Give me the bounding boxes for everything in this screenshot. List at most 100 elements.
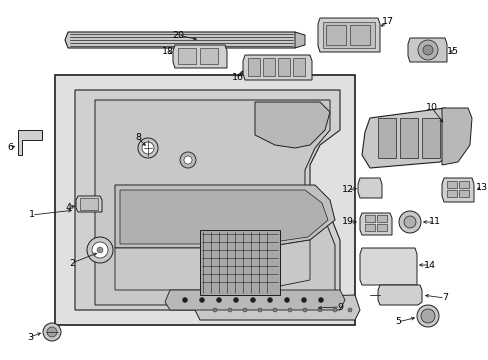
Bar xyxy=(364,215,374,222)
Polygon shape xyxy=(317,18,379,52)
Text: 11: 11 xyxy=(428,217,440,226)
Bar xyxy=(446,181,456,188)
Polygon shape xyxy=(75,90,339,310)
Polygon shape xyxy=(407,38,446,62)
Polygon shape xyxy=(359,213,391,235)
Bar xyxy=(247,58,260,76)
Text: 17: 17 xyxy=(381,18,393,27)
Circle shape xyxy=(97,247,103,253)
Circle shape xyxy=(142,142,154,154)
Bar xyxy=(55,75,354,325)
Text: 2: 2 xyxy=(69,258,75,267)
Bar xyxy=(458,181,468,188)
Polygon shape xyxy=(243,55,311,80)
Circle shape xyxy=(301,297,306,302)
Circle shape xyxy=(318,297,323,302)
Polygon shape xyxy=(173,45,226,68)
Bar xyxy=(377,118,395,158)
Bar xyxy=(325,25,346,45)
Text: 12: 12 xyxy=(341,185,353,194)
Text: 16: 16 xyxy=(231,73,244,82)
Text: 13: 13 xyxy=(475,184,487,193)
Bar xyxy=(200,48,218,64)
Polygon shape xyxy=(441,178,473,202)
Circle shape xyxy=(213,308,217,312)
Circle shape xyxy=(47,327,57,337)
Circle shape xyxy=(250,297,255,302)
Circle shape xyxy=(317,308,321,312)
Circle shape xyxy=(216,297,221,302)
Circle shape xyxy=(416,305,438,327)
Polygon shape xyxy=(195,295,359,320)
Polygon shape xyxy=(254,102,329,148)
Circle shape xyxy=(243,308,246,312)
Text: 1: 1 xyxy=(29,211,35,220)
Text: 19: 19 xyxy=(341,217,353,226)
Polygon shape xyxy=(294,32,305,48)
Bar xyxy=(200,230,280,295)
Circle shape xyxy=(422,45,432,55)
Circle shape xyxy=(227,308,231,312)
Polygon shape xyxy=(76,196,102,212)
Circle shape xyxy=(272,308,276,312)
Bar xyxy=(399,118,417,158)
Text: 20: 20 xyxy=(172,31,183,40)
Text: 8: 8 xyxy=(135,134,141,143)
Bar xyxy=(376,215,386,222)
Bar xyxy=(458,190,468,197)
Polygon shape xyxy=(361,108,459,168)
Circle shape xyxy=(92,242,108,258)
Text: 18: 18 xyxy=(162,48,174,57)
Circle shape xyxy=(258,308,262,312)
Text: 10: 10 xyxy=(425,104,437,112)
Polygon shape xyxy=(164,290,345,310)
Polygon shape xyxy=(377,285,421,305)
Bar xyxy=(323,22,374,48)
Circle shape xyxy=(183,156,192,164)
Bar xyxy=(292,58,305,76)
Bar xyxy=(446,190,456,197)
Bar xyxy=(376,224,386,231)
Bar xyxy=(421,118,439,158)
Bar xyxy=(80,198,98,210)
Bar xyxy=(364,224,374,231)
Bar xyxy=(263,58,274,76)
Text: 4: 4 xyxy=(65,203,71,212)
Circle shape xyxy=(398,211,420,233)
Circle shape xyxy=(180,152,196,168)
Circle shape xyxy=(287,308,291,312)
Text: 9: 9 xyxy=(336,302,342,311)
Circle shape xyxy=(182,297,187,302)
Bar xyxy=(178,48,196,64)
Text: 7: 7 xyxy=(441,293,447,302)
Text: 15: 15 xyxy=(446,48,458,57)
Polygon shape xyxy=(357,178,381,198)
Text: 14: 14 xyxy=(423,261,435,270)
Text: 5: 5 xyxy=(394,318,400,327)
Polygon shape xyxy=(359,248,416,285)
Circle shape xyxy=(420,309,434,323)
Text: 3: 3 xyxy=(27,333,33,342)
Polygon shape xyxy=(115,185,334,248)
Circle shape xyxy=(284,297,289,302)
Circle shape xyxy=(347,308,351,312)
Polygon shape xyxy=(441,108,471,165)
Polygon shape xyxy=(65,32,297,48)
Circle shape xyxy=(332,308,336,312)
Circle shape xyxy=(403,216,415,228)
Polygon shape xyxy=(115,240,309,290)
Circle shape xyxy=(303,308,306,312)
Bar xyxy=(349,25,369,45)
Circle shape xyxy=(87,237,113,263)
Polygon shape xyxy=(120,190,327,244)
Circle shape xyxy=(199,297,204,302)
Text: 6: 6 xyxy=(7,144,13,153)
Polygon shape xyxy=(95,100,334,305)
Circle shape xyxy=(138,138,158,158)
Circle shape xyxy=(43,323,61,341)
Circle shape xyxy=(267,297,272,302)
Circle shape xyxy=(233,297,238,302)
Polygon shape xyxy=(18,130,42,155)
Bar xyxy=(278,58,289,76)
Circle shape xyxy=(417,40,437,60)
